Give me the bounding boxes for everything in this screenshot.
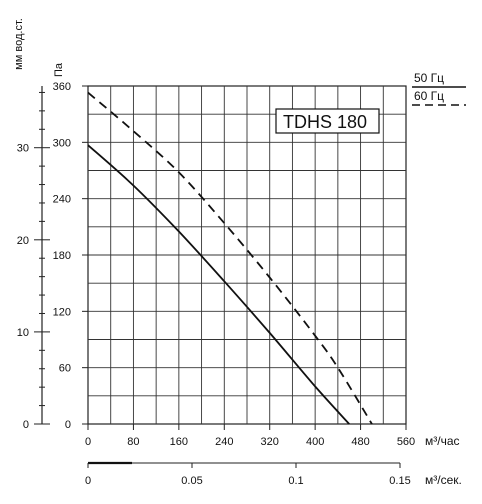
y2-tick-label: 30 bbox=[17, 143, 29, 155]
y-tick-label: 60 bbox=[59, 363, 71, 375]
x-axis-unit-label: м³/час bbox=[425, 434, 460, 448]
x-tick-label: 560 bbox=[397, 436, 415, 448]
chart-title: TDHS 180 bbox=[283, 112, 367, 132]
y-tick-label: 360 bbox=[53, 81, 71, 93]
x-tick-label: 80 bbox=[127, 436, 139, 448]
y2-tick-label: 10 bbox=[17, 327, 29, 339]
legend-label: 60 Гц bbox=[414, 89, 444, 103]
x-tick-label: 320 bbox=[261, 436, 279, 448]
x2-axis-unit-label: м³/сек. bbox=[425, 473, 462, 487]
x-tick-label: 160 bbox=[170, 436, 188, 448]
y-tick-label: 180 bbox=[53, 250, 71, 262]
x2-tick-label: 0.15 bbox=[389, 475, 410, 487]
x-tick-label: 240 bbox=[215, 436, 233, 448]
y-axis-label: Па bbox=[53, 62, 65, 77]
y2-tick-label: 20 bbox=[17, 235, 29, 247]
legend-label: 50 Гц bbox=[414, 71, 444, 85]
y-tick-label: 300 bbox=[53, 137, 71, 149]
y-tick-label: 240 bbox=[53, 194, 71, 206]
y2-tick-label: 0 bbox=[23, 419, 29, 431]
x2-tick-label: 0 bbox=[85, 475, 91, 487]
y2-axis-label: мм вод.ст. bbox=[13, 18, 25, 70]
x2-tick-label: 0.1 bbox=[288, 475, 303, 487]
series-line-50hz bbox=[87, 144, 350, 425]
chart-title-box bbox=[275, 108, 380, 134]
series-line-60hz bbox=[87, 91, 373, 425]
x2-tick-label: 0.05 bbox=[181, 475, 202, 487]
x-tick-label: 0 bbox=[85, 436, 91, 448]
y-tick-label: 120 bbox=[53, 306, 71, 318]
x-tick-label: 480 bbox=[351, 436, 369, 448]
y-tick-label: 0 bbox=[65, 419, 71, 431]
x-tick-label: 400 bbox=[306, 436, 324, 448]
